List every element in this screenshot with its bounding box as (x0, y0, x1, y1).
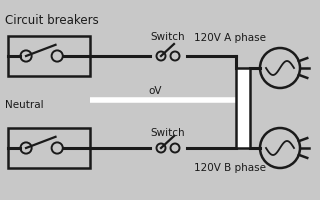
Text: oV: oV (148, 86, 162, 96)
Text: Switch: Switch (151, 128, 185, 138)
Text: 120V A phase: 120V A phase (194, 33, 266, 43)
Text: Neutral: Neutral (5, 100, 44, 110)
Text: Switch: Switch (151, 32, 185, 42)
Bar (8, 36, 90, 76)
Text: Circuit breakers: Circuit breakers (5, 14, 99, 27)
Text: 120V B phase: 120V B phase (194, 163, 266, 173)
Bar (236, 68, 250, 148)
Bar (236, 68, 250, 148)
Bar (8, 128, 90, 168)
